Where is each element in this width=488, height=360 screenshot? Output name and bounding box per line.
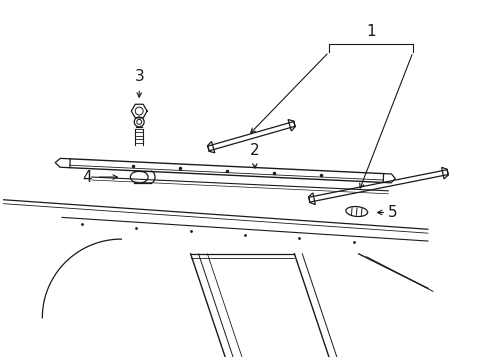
Text: 5: 5 [387, 205, 397, 220]
Text: 4: 4 [82, 170, 92, 185]
Text: 2: 2 [249, 143, 259, 158]
Text: 1: 1 [366, 24, 375, 39]
Text: 3: 3 [134, 68, 144, 84]
